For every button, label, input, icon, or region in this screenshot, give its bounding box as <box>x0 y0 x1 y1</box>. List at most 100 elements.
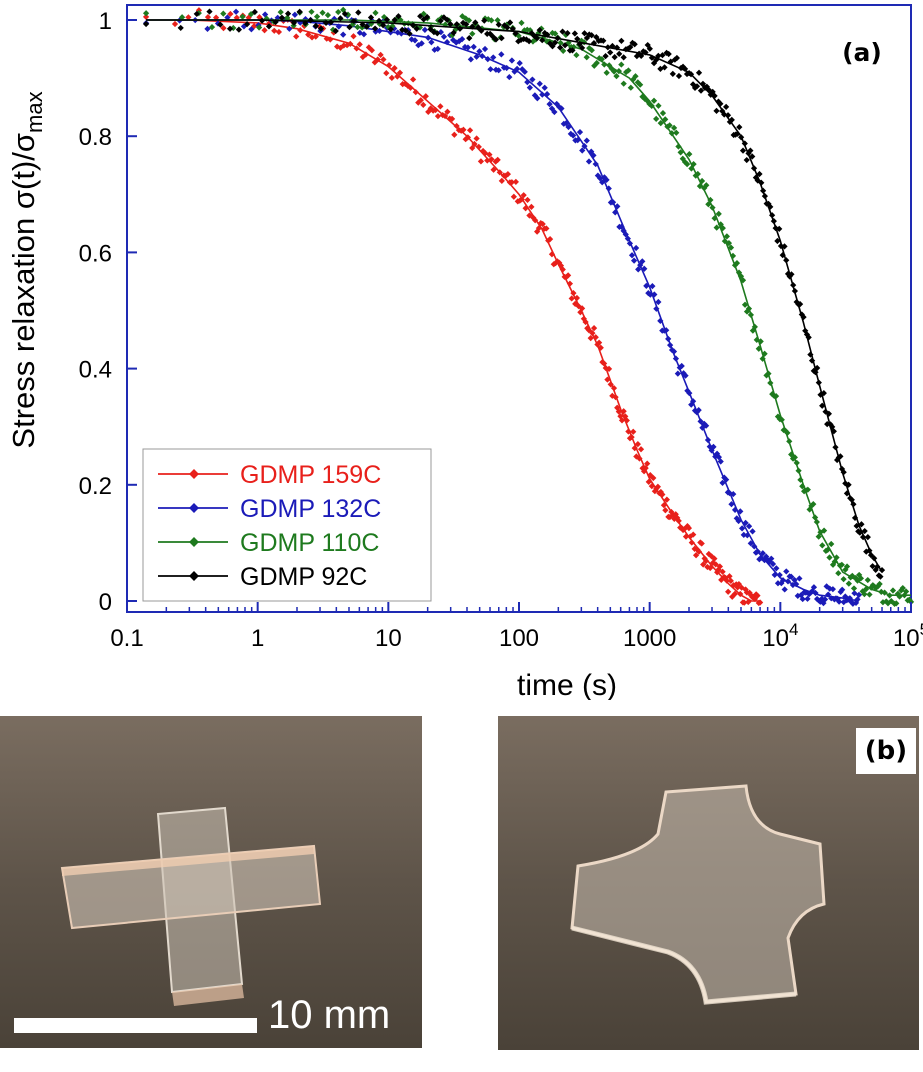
legend-marker <box>189 571 199 581</box>
data-point <box>467 56 474 63</box>
data-point <box>808 357 816 364</box>
legend-label: GDMP 159C <box>240 461 381 489</box>
data-point <box>406 30 413 37</box>
data-point <box>434 30 441 37</box>
data-point <box>815 379 822 386</box>
data-point <box>829 586 836 593</box>
data-point <box>603 69 610 76</box>
data-point <box>655 102 662 109</box>
data-point <box>308 8 315 15</box>
data-point <box>893 600 900 607</box>
data-point <box>771 571 778 579</box>
data-point <box>498 51 505 58</box>
data-point <box>604 376 611 383</box>
data-point <box>297 27 304 34</box>
data-point <box>795 467 802 474</box>
data-point <box>592 160 599 168</box>
data-point <box>810 584 818 591</box>
data-point <box>627 84 634 91</box>
data-point <box>674 370 681 377</box>
data-point <box>821 596 829 603</box>
data-point <box>605 365 613 372</box>
data-point <box>783 257 790 264</box>
data-point <box>521 68 528 75</box>
data-point <box>319 9 326 16</box>
data-point <box>839 586 846 593</box>
data-point <box>791 287 799 295</box>
data-point <box>749 153 756 160</box>
data-point <box>618 37 625 44</box>
data-point <box>659 109 667 117</box>
data-point <box>838 561 845 568</box>
data-point <box>583 137 590 144</box>
data-point <box>712 561 719 568</box>
data-point <box>385 62 393 69</box>
data-point <box>432 106 439 114</box>
data-point <box>754 548 761 555</box>
data-point <box>747 540 754 547</box>
data-point <box>767 379 774 387</box>
data-point <box>727 577 734 585</box>
data-point <box>899 584 906 592</box>
data-point <box>856 529 863 536</box>
data-point <box>719 479 726 487</box>
data-point <box>744 532 751 539</box>
data-point <box>761 193 769 200</box>
data-point <box>784 578 792 585</box>
data-point <box>760 187 767 194</box>
y-tick-label: 0.2 <box>79 473 112 500</box>
data-point <box>451 131 458 138</box>
data-point <box>768 555 775 562</box>
data-point <box>477 158 485 165</box>
data-point <box>571 30 578 37</box>
fused-cross-illustration <box>498 716 919 1050</box>
data-point <box>473 135 480 142</box>
x-tick-label-base: 1 <box>251 625 264 652</box>
data-point <box>723 577 730 584</box>
x-tick-label-base: 0.1 <box>110 625 143 652</box>
data-point <box>388 74 395 82</box>
data-point <box>355 9 362 16</box>
data-point <box>756 599 764 606</box>
data-point <box>340 31 347 38</box>
data-point <box>327 36 334 43</box>
data-point <box>618 61 625 68</box>
data-point <box>876 580 883 588</box>
data-point <box>737 508 744 515</box>
data-point <box>598 56 605 63</box>
data-point <box>661 64 668 71</box>
data-point <box>675 517 682 525</box>
x-tick-label: 10 <box>375 625 402 652</box>
data-point <box>631 445 638 452</box>
data-point <box>663 496 671 503</box>
data-point <box>460 126 467 133</box>
data-point <box>743 156 750 164</box>
data-point <box>843 563 851 570</box>
data-point <box>735 517 742 525</box>
data-point <box>623 417 630 424</box>
data-point <box>417 97 424 104</box>
y-ticks: 0 0.2 0.4 0.6 0.8 1 <box>79 8 137 616</box>
data-point <box>779 577 787 584</box>
y-axis-title-main: Stress relaxation σ(t)/σ <box>6 133 41 449</box>
x-tick-label: 1 <box>251 625 264 652</box>
data-point <box>843 490 851 497</box>
data-point <box>481 45 489 53</box>
data-point <box>682 533 690 540</box>
data-point <box>707 564 714 572</box>
data-point <box>494 156 501 163</box>
data-point <box>470 43 477 51</box>
data-point <box>541 84 548 91</box>
x-tick-label-base: 100 <box>499 625 539 652</box>
data-point <box>568 295 575 302</box>
data-point <box>881 589 888 596</box>
data-point <box>171 20 179 28</box>
data-point <box>704 436 712 444</box>
x-tick-label: 0.1 <box>110 625 143 652</box>
data-point <box>498 177 505 184</box>
data-point <box>790 282 797 289</box>
data-point <box>372 9 379 17</box>
data-point <box>857 575 865 582</box>
data-point <box>220 25 227 32</box>
x-tick-label-exponent: 5 <box>920 620 923 639</box>
